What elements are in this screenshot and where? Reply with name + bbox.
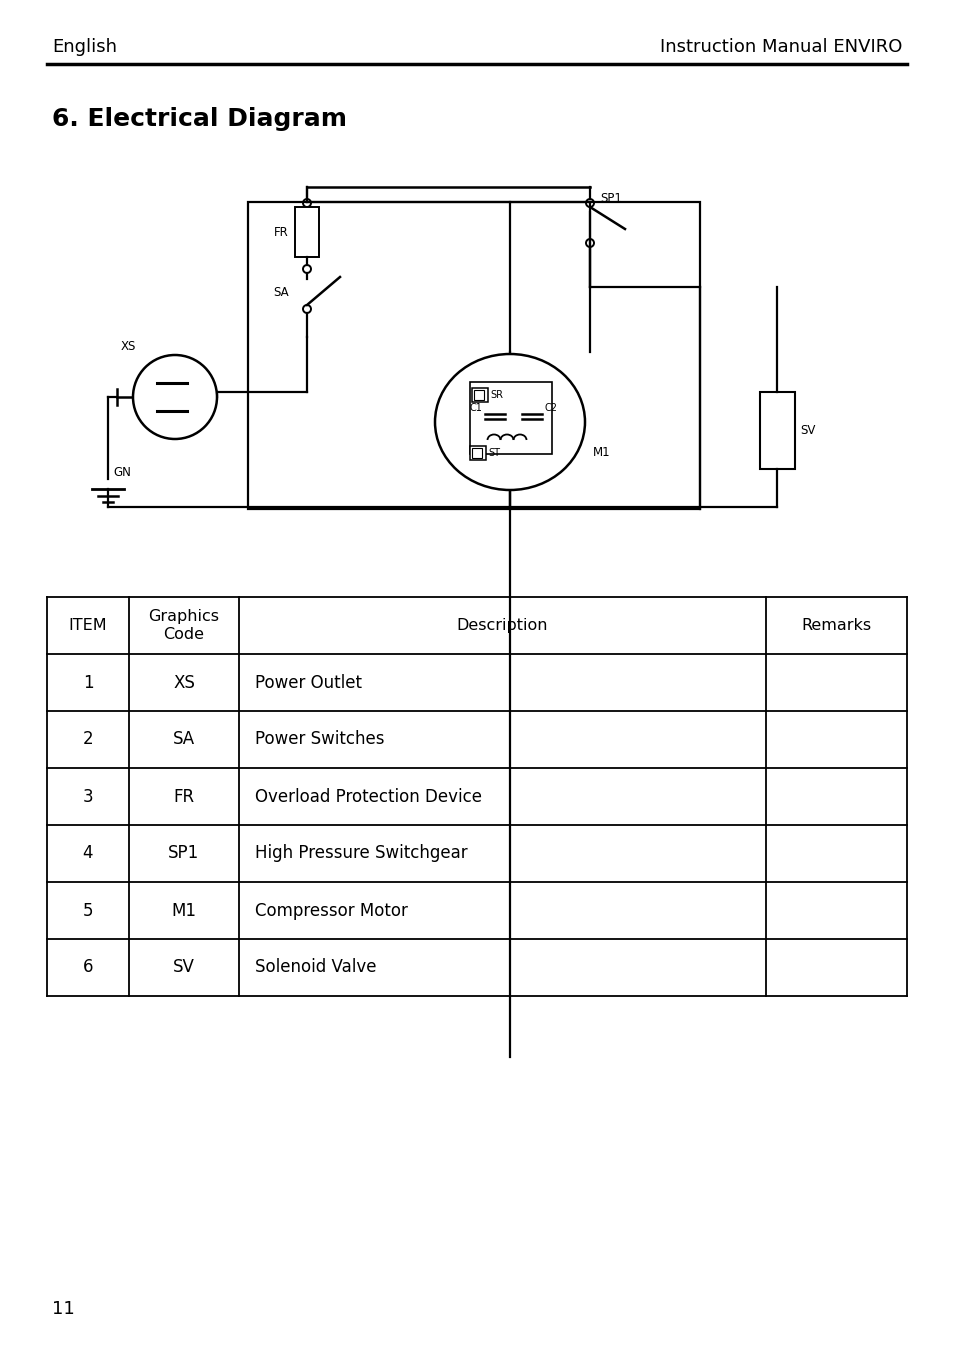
Text: FR: FR [274,225,289,238]
Bar [470,446,485,459]
Text: 5: 5 [83,901,93,920]
Text: SP1: SP1 [168,845,199,862]
Text: XS: XS [121,341,136,353]
Bar [248,202,700,509]
Text: SV: SV [800,424,815,436]
Text: 2: 2 [83,730,93,749]
Text: Remarks: Remarks [801,618,871,633]
Text: 1: 1 [83,674,93,691]
Text: M1: M1 [593,446,610,458]
Text: Code: Code [163,626,204,643]
Text: SA: SA [172,730,194,749]
Text: ITEM: ITEM [69,618,107,633]
Text: GN: GN [112,466,131,478]
Text: Description: Description [456,618,548,633]
Text: 3: 3 [83,788,93,806]
Text: High Pressure Switchgear: High Pressure Switchgear [254,845,467,862]
Text: SV: SV [172,959,194,977]
Text: SP1: SP1 [599,193,621,206]
Text: Compressor Motor: Compressor Motor [254,901,408,920]
Text: XS: XS [172,674,194,691]
Bar [472,388,488,401]
Text: Instruction Manual ENVIRO: Instruction Manual ENVIRO [659,38,901,57]
Bar [294,207,318,257]
Text: C1: C1 [469,403,481,414]
Text: Graphics: Graphics [149,609,219,624]
Bar [760,392,794,469]
Ellipse shape [435,354,584,490]
Text: 6: 6 [83,959,93,977]
Text: Solenoid Valve: Solenoid Valve [254,959,376,977]
Text: FR: FR [173,788,194,806]
Text: SR: SR [490,391,502,400]
Bar [472,449,481,458]
Text: Power Switches: Power Switches [254,730,384,749]
Text: Power Outlet: Power Outlet [254,674,361,691]
Bar [474,391,483,400]
Text: 6. Electrical Diagram: 6. Electrical Diagram [52,106,347,131]
Bar [470,383,552,454]
Text: Overload Protection Device: Overload Protection Device [254,788,481,806]
Text: M1: M1 [172,901,196,920]
Text: 11: 11 [52,1300,74,1317]
Text: ST: ST [488,449,499,458]
Text: SA: SA [274,286,289,299]
Circle shape [132,356,216,439]
Text: English: English [52,38,117,57]
Text: C2: C2 [544,403,558,414]
Text: 4: 4 [83,845,93,862]
